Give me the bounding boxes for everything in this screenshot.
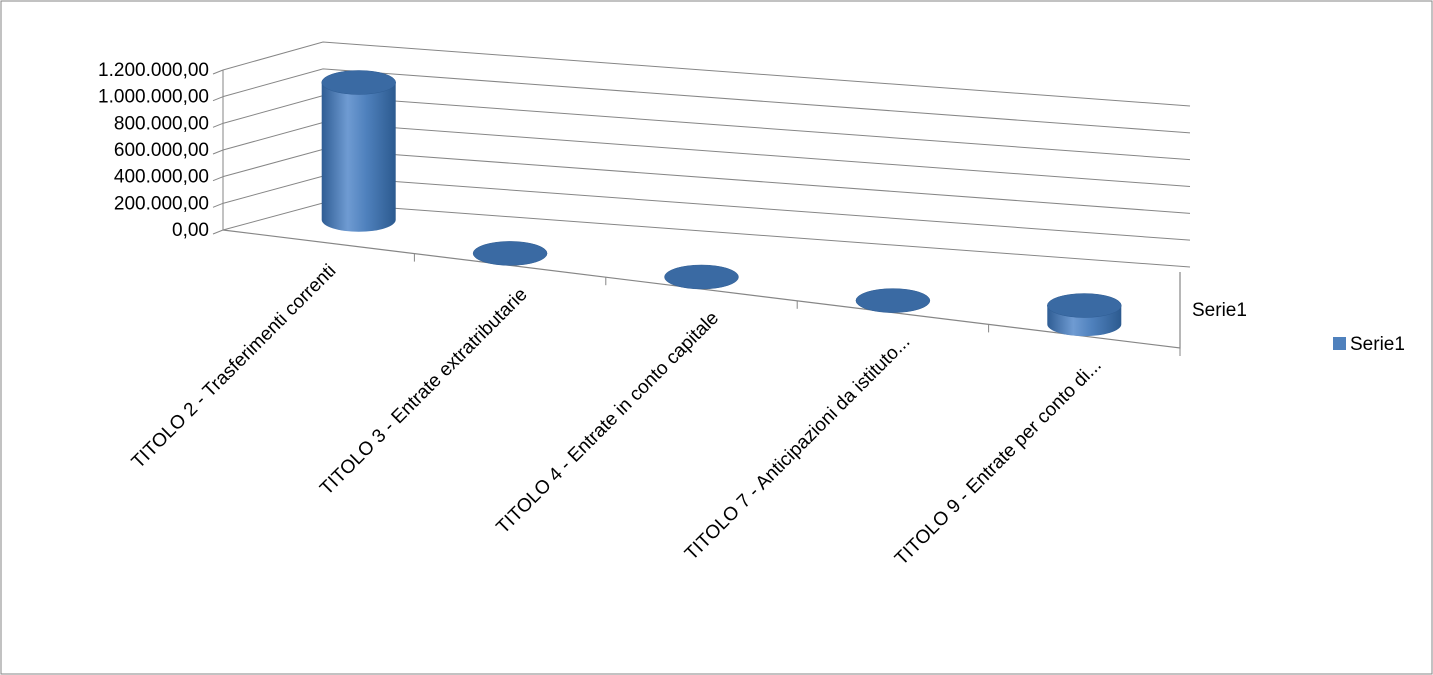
bar-body — [321, 82, 396, 232]
bar — [1047, 293, 1122, 337]
bar-top — [855, 288, 931, 313]
depth-axis-label: Serie1 — [1192, 300, 1247, 321]
bars — [321, 70, 1122, 337]
y-tick-label: 200.000,00 — [114, 193, 209, 214]
gridline — [222, 41, 1191, 107]
legend: Serie1 — [1333, 334, 1405, 355]
bar — [855, 288, 931, 313]
y-tick-mark — [212, 176, 224, 182]
bar-top — [1047, 293, 1122, 318]
y-tick-mark — [212, 202, 224, 208]
bar — [664, 264, 739, 290]
y-tick-mark — [212, 96, 224, 102]
bar-top — [472, 241, 548, 266]
y-tick-mark — [212, 149, 224, 155]
y-tick-label: 600.000,00 — [114, 140, 209, 161]
y-tick-label: 400.000,00 — [114, 167, 209, 188]
y-tick-label: 1.000.000,00 — [98, 87, 209, 108]
bar-top — [321, 70, 396, 95]
gridline — [222, 68, 1191, 134]
y-tick-label: 1.200.000,00 — [98, 60, 209, 81]
legend-label: Serie1 — [1350, 334, 1405, 355]
bar — [321, 70, 396, 232]
y-axis-ticks: 0,00 200.000,00 400.000,00 600.000,00 800.00… — [98, 60, 224, 241]
bar — [472, 241, 548, 266]
y-tick-label: 800.000,00 — [114, 113, 209, 134]
bar-top — [664, 264, 739, 290]
y-tick-mark — [212, 69, 224, 75]
y-tick-mark — [212, 122, 224, 128]
y-tick-label: 0,00 — [172, 220, 209, 241]
legend-swatch — [1333, 337, 1346, 350]
y-tick-mark — [212, 229, 224, 235]
